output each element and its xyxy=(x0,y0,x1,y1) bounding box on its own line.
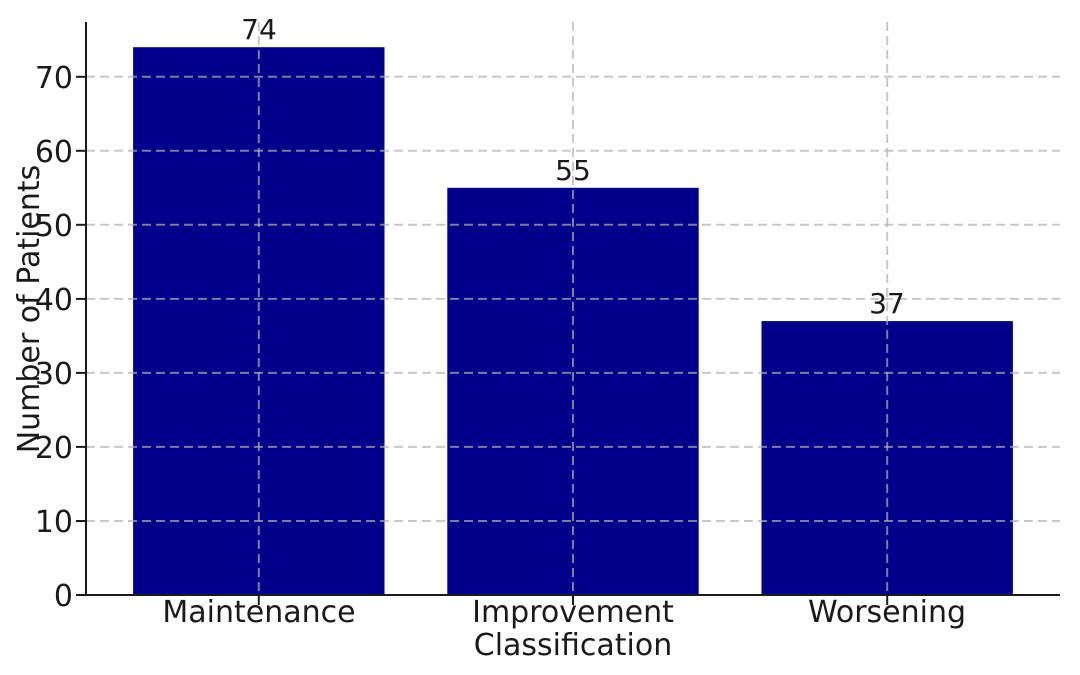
y-tick-label: 40 xyxy=(34,283,73,318)
y-tick-label: 60 xyxy=(34,135,73,170)
y-tick-label: 10 xyxy=(34,505,73,540)
x-tick-label-worsening: Worsening xyxy=(807,595,967,630)
x-tick-label-improvement: Improvement xyxy=(472,595,674,630)
y-tick-label: 20 xyxy=(34,431,73,466)
y-tick-label: 30 xyxy=(34,357,73,392)
bar-value-label: 74 xyxy=(241,13,277,46)
bar-value-label: 55 xyxy=(555,154,591,187)
x-axis-title: Classification xyxy=(473,628,673,663)
y-tick-label: 50 xyxy=(34,209,73,244)
bar-value-label: 37 xyxy=(869,287,905,320)
y-tick-label: 0 xyxy=(53,579,73,614)
x-tick-label-maintenance: Maintenance xyxy=(162,595,356,630)
y-tick-label: 70 xyxy=(34,61,73,96)
y-axis-title: Number of Patients xyxy=(12,164,47,454)
